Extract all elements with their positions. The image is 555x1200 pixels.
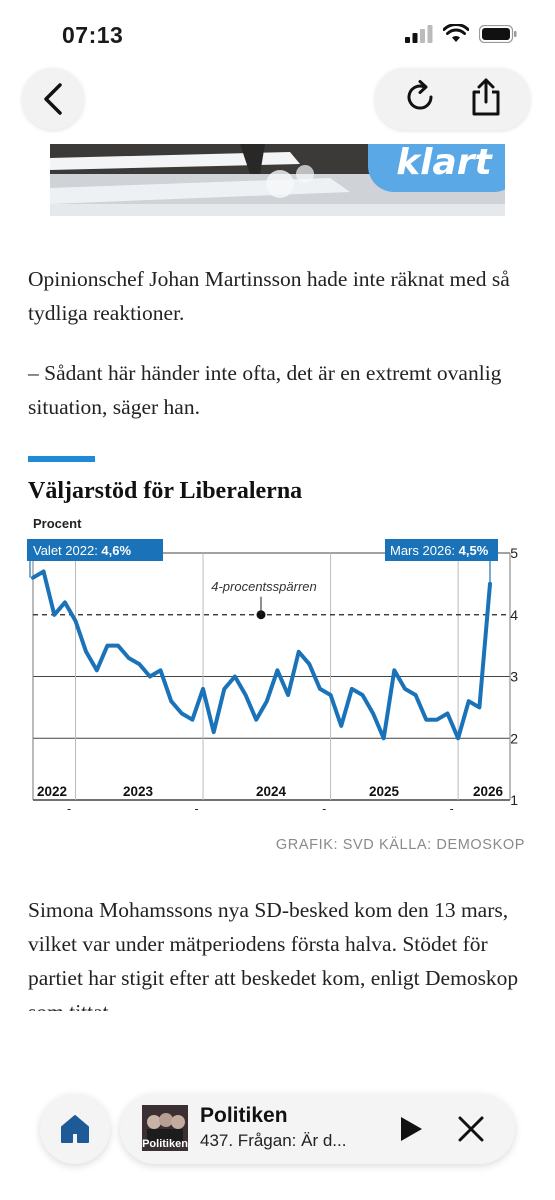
y-tick-label: 4 [510,607,518,623]
ad-snow-illustration [50,144,505,216]
end-annotation-label: Mars 2026: 4,5% [390,543,489,558]
start-annotation-label: Valet 2022: 4,6% [33,543,131,558]
x-year-label: 2025 [369,784,400,799]
reload-button[interactable] [401,78,439,121]
x-month-label: Jan [193,806,214,810]
chart-credit: GRAFIK: SVD KÄLLA: DEMOSKOP [275,837,525,853]
chevron-left-icon [44,83,62,115]
x-month-label: Jan [448,806,469,810]
x-axis: 2022 2023 2024 2025 2026 Jan Jan Jan Jan [37,784,504,810]
status-time: 07:13 [62,22,124,48]
start-annotation-box [27,539,163,561]
y-tick-label: 2 [510,730,518,746]
home-button[interactable] [40,1094,110,1164]
y-tick-label: 1 [510,792,518,808]
x-month-label: Jan [65,806,86,810]
x-year-label: 2022 [37,784,67,799]
battery-icon [479,24,517,43]
chart-accent-bar [28,456,95,462]
actions-pill [375,68,530,130]
play-icon [401,1117,422,1141]
podcast-title: Politiken [200,1104,288,1127]
close-icon [458,1116,484,1142]
x-year-label: 2023 [123,784,154,799]
share-button[interactable] [468,77,504,122]
x-month-label: Jan [320,806,341,810]
status-icons [405,24,517,43]
x-year-label: 2026 [473,784,504,799]
threshold-group: 4-procentsspärren [33,579,510,620]
annotations-group: Valet 2022: 4,6% Mars 2026: 4,5% [27,539,498,584]
podcast-player[interactable]: Politiken Politiken 437. Frågan: Är d... [120,1094,515,1164]
status-bar: 07:13 [0,0,555,70]
y-axis-label: Procent [33,516,82,531]
chart-title: Väljarstöd för Liberalerna [28,478,303,504]
signal-icon [405,24,433,43]
back-button[interactable] [22,68,84,130]
close-player-button[interactable] [456,1114,486,1144]
reload-icon [407,79,433,109]
play-button[interactable] [396,1114,426,1144]
y-tick-label: 3 [510,669,518,685]
x-year-label: 2024 [256,784,287,799]
share-icon [472,78,500,115]
home-icon [61,1115,89,1143]
y-tick-label: 5 [510,545,518,561]
article-paragraph: Simona Mohamssons nya SD-besked kom den … [28,898,519,1011]
article-paragraph: – Sådant här händer inte ofta, det är en… [28,361,502,419]
series-line [31,569,492,741]
ad-banner[interactable]: klart [50,144,505,216]
end-annotation-box [385,539,498,561]
ad-logo-text: klart [368,144,505,192]
podcast-art-label: Politiken [142,1138,188,1150]
podcast-episode: 437. Frågan: Är d... [200,1131,347,1150]
wifi-icon [443,24,469,42]
article-paragraph: Opinionschef Johan Martinsson hade inte … [28,267,510,325]
line-chart: Procent 1 2 3 4 5 4-procentsspärren Valet 20… [27,516,518,810]
podcast-artwork: Politiken [142,1105,188,1151]
threshold-label: 4-procentsspärren [211,579,317,594]
